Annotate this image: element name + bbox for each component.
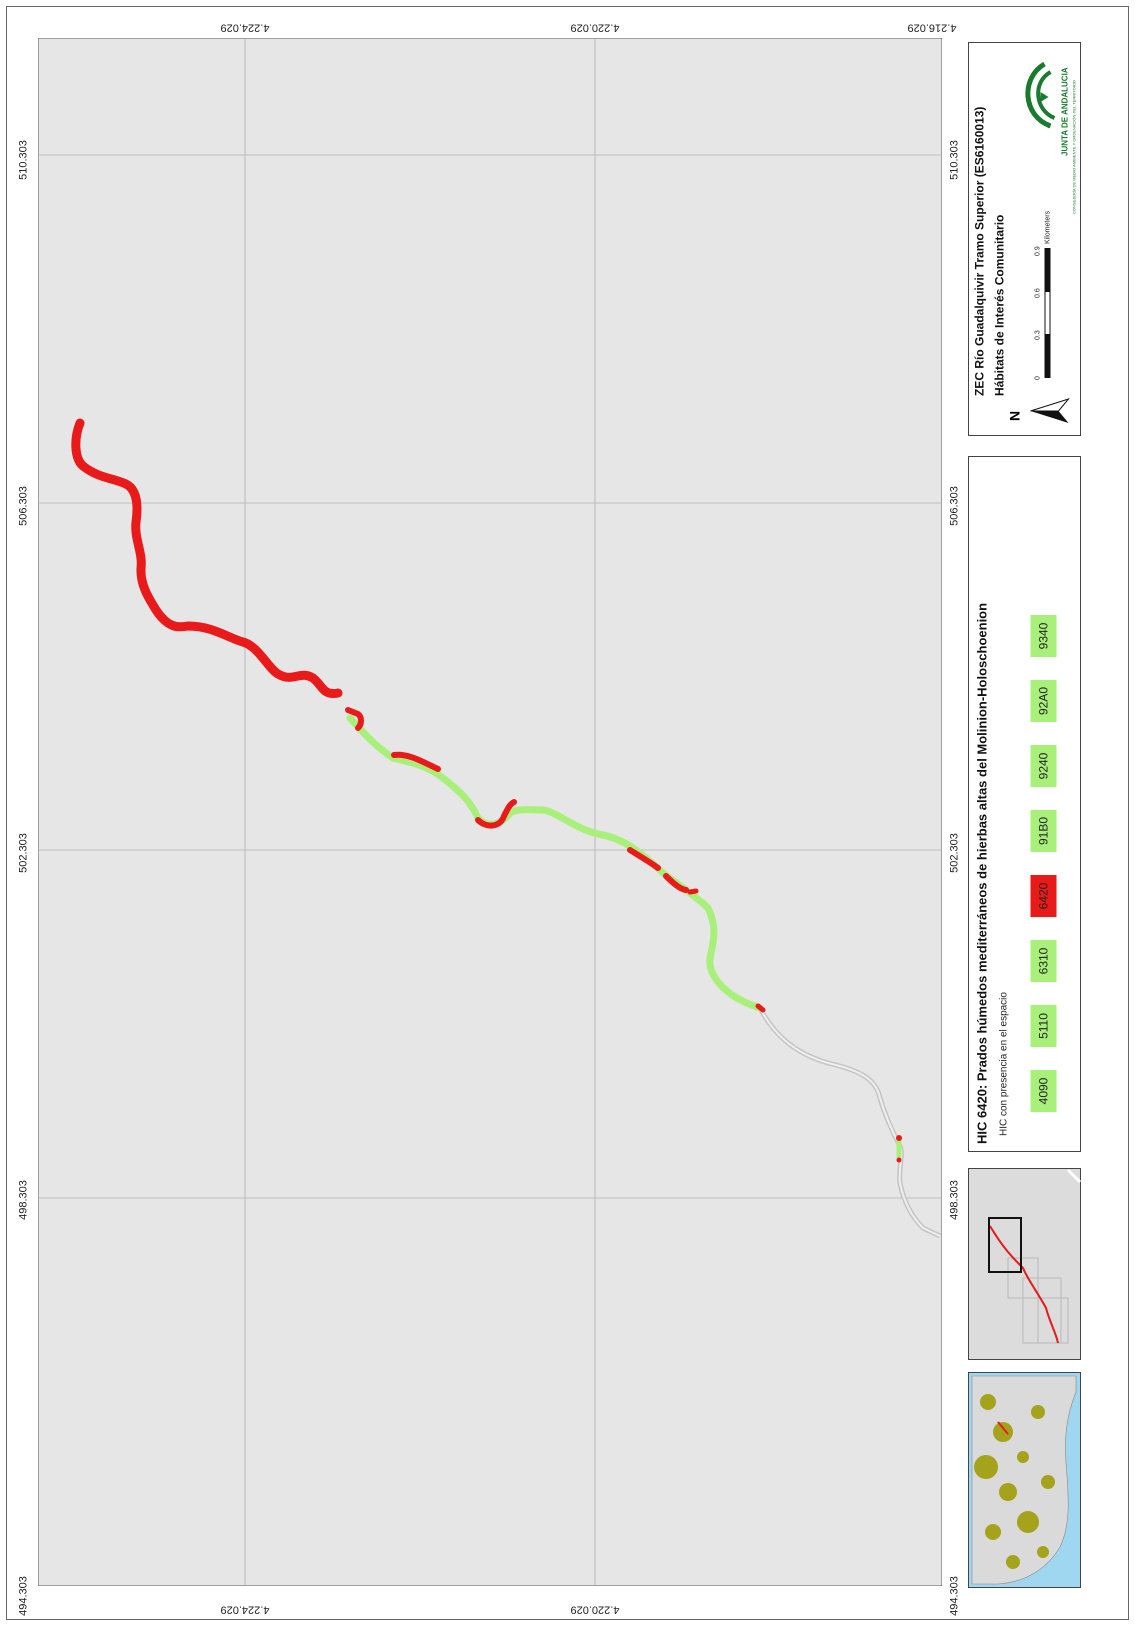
grid-label-right-1: 510.303 bbox=[948, 140, 961, 180]
main-map[interactable] bbox=[38, 38, 942, 1586]
habitat-6420-seg-2 bbox=[345, 707, 364, 731]
site-subtitle: Hábitats de Interés Comunitario bbox=[992, 214, 1006, 396]
grid-label-top-3: 4.216.029 bbox=[907, 21, 957, 34]
map-frame bbox=[6, 6, 1129, 1620]
site-title: ZEC Río Guadalquivir Tramo Superior (ES6… bbox=[972, 106, 986, 396]
grid-label-top-2: 4.220.029 bbox=[570, 21, 620, 34]
grid-label-left-2: 506.303 bbox=[17, 486, 30, 526]
habitat-6420-point-2 bbox=[896, 1157, 902, 1163]
legend-item-4090: 4090 bbox=[1030, 1070, 1056, 1112]
habitat-6420-seg-8 bbox=[755, 1003, 766, 1013]
scale-tick-0: 0 bbox=[1034, 376, 1041, 380]
habitat-6420-seg-6 bbox=[663, 873, 689, 893]
legend-item-9340: 9340 bbox=[1030, 615, 1056, 657]
north-arrow-icon bbox=[1029, 398, 1070, 423]
grid-label-left-5: 494.303 bbox=[17, 1576, 30, 1616]
legend-item-9240: 9240 bbox=[1030, 745, 1056, 787]
legend-item-6310: 6310 bbox=[1030, 940, 1056, 982]
scale-tick-1: 0.3 bbox=[1034, 330, 1041, 340]
header-rotated: ZEC Río Guadalquivir Tramo Superior (ES6… bbox=[968, 42, 1081, 436]
scale-unit: Kilometers bbox=[1044, 210, 1051, 244]
legend-item-6420: 6420 bbox=[1030, 875, 1056, 917]
grid-label-right-2: 506.303 bbox=[948, 486, 961, 526]
grid-label-left-4: 498.303 bbox=[17, 1180, 30, 1220]
scale-tick-3: 0.9 bbox=[1034, 246, 1041, 256]
inset-map-locator[interactable] bbox=[968, 1372, 1081, 1588]
north-label: N bbox=[1006, 410, 1022, 421]
legend-item-91b0: 91B0 bbox=[1030, 810, 1056, 852]
inset-river bbox=[989, 1225, 1059, 1344]
grid-label-bottom-2: 4.220.029 bbox=[570, 1603, 620, 1616]
legend-item-5110: 5110 bbox=[1030, 1005, 1056, 1047]
habitat-6420-point-1 bbox=[896, 1135, 902, 1141]
inset-map-area[interactable] bbox=[968, 1168, 1081, 1360]
legend-subtitle: HIC con presencia en el espacio bbox=[998, 992, 1009, 1136]
habitat-6420-seg-4 bbox=[475, 799, 517, 829]
grid-label-right-3: 502.303 bbox=[948, 833, 961, 873]
river-route-inner bbox=[759, 1007, 941, 1237]
grid-label-left-3: 502.303 bbox=[17, 833, 30, 873]
inset-grid bbox=[1007, 1257, 1069, 1344]
grid-label-right-5: 494.303 bbox=[948, 1576, 961, 1616]
legend-item-92a0: 92A0 bbox=[1030, 680, 1056, 722]
inset-protected-areas bbox=[974, 1394, 1055, 1569]
legend-title: HIC 6420: Prados húmedos mediterráneos d… bbox=[974, 602, 989, 1144]
org-name: JUNTA DE ANDALUCIA bbox=[1060, 67, 1069, 156]
inset-extent-box bbox=[988, 1217, 1022, 1273]
grid-label-right-4: 498.303 bbox=[948, 1180, 961, 1220]
habitat-6420-seg-5 bbox=[627, 847, 661, 871]
scale-bar bbox=[1044, 248, 1050, 378]
inset-site-marker bbox=[997, 1421, 1009, 1435]
grid-label-left-1: 510.303 bbox=[17, 140, 30, 180]
graticule bbox=[38, 38, 942, 1586]
inset-road bbox=[1066, 1168, 1081, 1184]
habitat-6420-main bbox=[71, 418, 343, 699]
legend-rotated: HIC 6420: Prados húmedos mediterráneos d… bbox=[968, 456, 1081, 1152]
grid-label-bottom-1: 4.224.029 bbox=[220, 1603, 270, 1616]
habitat-6420-seg-3 bbox=[391, 751, 441, 772]
scale-tick-2: 0.6 bbox=[1034, 288, 1041, 298]
junta-andalucia-logo bbox=[1025, 61, 1055, 129]
map-background bbox=[38, 38, 942, 1586]
header-panel: ZEC Río Guadalquivir Tramo Superior (ES6… bbox=[968, 42, 1081, 436]
grid-label-top-1: 4.224.029 bbox=[220, 21, 270, 34]
legend-panel: HIC 6420: Prados húmedos mediterráneos d… bbox=[968, 456, 1081, 1152]
habitat-6420-seg-7 bbox=[687, 888, 699, 895]
org-dept: CONSEJERÍA DE MEDIO AMBIENTE Y ORDENACIÓ… bbox=[1071, 80, 1076, 214]
habitat-other-corridor bbox=[346, 714, 764, 1012]
